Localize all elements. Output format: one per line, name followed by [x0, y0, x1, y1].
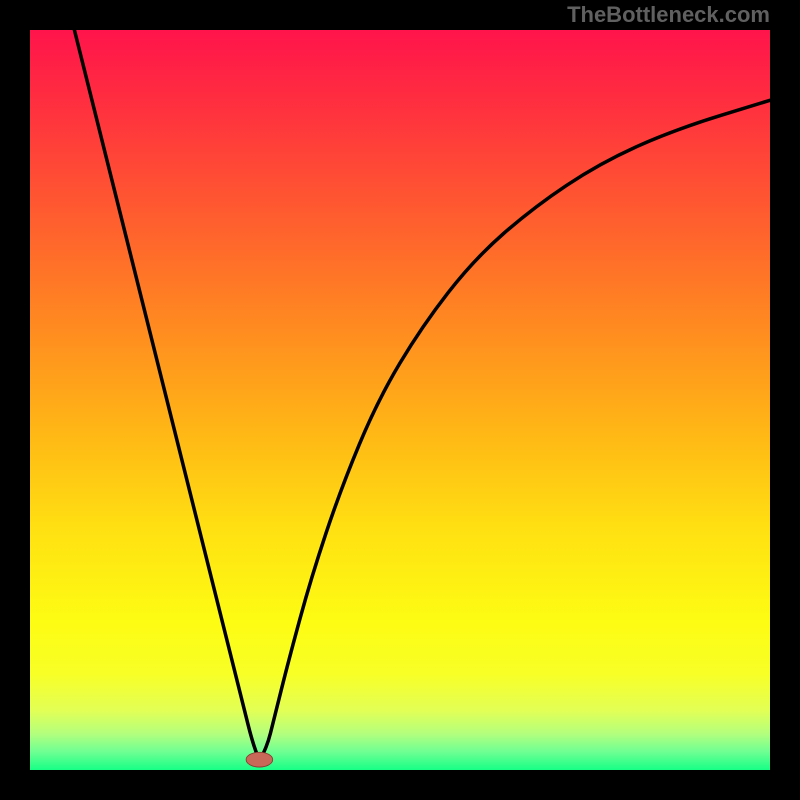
minimum-marker: [246, 752, 273, 767]
bottleneck-curve: [74, 30, 770, 761]
plot-area: [30, 30, 770, 770]
watermark-text: TheBottleneck.com: [567, 2, 770, 28]
curve-layer: [30, 30, 770, 770]
chart-container: TheBottleneck.com: [0, 0, 800, 800]
